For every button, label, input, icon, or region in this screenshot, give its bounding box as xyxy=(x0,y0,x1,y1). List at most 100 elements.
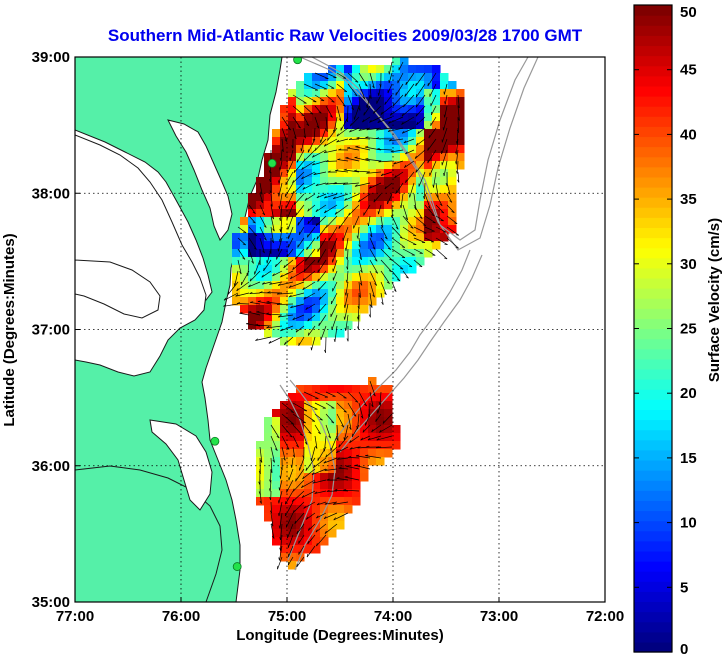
current-vector xyxy=(312,160,327,166)
velocity-cell xyxy=(304,273,313,282)
current-vector-head xyxy=(334,488,338,491)
current-vector xyxy=(248,237,257,250)
velocity-cell xyxy=(344,505,353,514)
current-vector-head xyxy=(405,276,409,279)
current-vector xyxy=(377,402,382,414)
current-vector-head xyxy=(242,243,246,246)
velocity-cell xyxy=(288,145,297,154)
velocity-cell xyxy=(296,337,305,346)
current-vector-head xyxy=(372,294,375,298)
current-vector xyxy=(380,237,391,250)
x-tick-label: 73:00 xyxy=(480,608,518,625)
velocity-cell xyxy=(320,217,329,226)
velocity-cell xyxy=(368,97,377,106)
radar-station-marker xyxy=(267,158,277,168)
current-vector xyxy=(324,138,338,147)
current-vector-head xyxy=(243,231,247,234)
current-vector-head xyxy=(342,182,346,185)
current-vector xyxy=(377,116,393,123)
colorbar-step xyxy=(634,611,672,623)
current-vector xyxy=(325,413,335,424)
current-vector-head xyxy=(381,302,384,305)
velocity-cell xyxy=(336,313,345,322)
velocity-cell xyxy=(344,393,353,402)
velocity-cell xyxy=(264,281,273,290)
current-vector-head xyxy=(235,294,239,297)
current-vector xyxy=(292,413,306,424)
current-vector-head xyxy=(239,271,242,275)
velocity-cell xyxy=(408,177,417,186)
current-vector-head xyxy=(362,429,365,433)
current-vector xyxy=(427,72,437,87)
current-vector-head xyxy=(360,415,364,419)
velocity-cell xyxy=(408,113,417,122)
velocity-cell xyxy=(400,97,409,106)
velocity-cell xyxy=(296,145,305,154)
current-vector xyxy=(330,435,338,451)
current-vector xyxy=(424,204,435,217)
velocity-cell xyxy=(408,65,417,74)
velocity-cell xyxy=(312,425,321,434)
velocity-cell xyxy=(312,385,321,394)
velocity-cell xyxy=(288,161,297,170)
velocity-cell xyxy=(280,153,289,162)
velocity-cell xyxy=(432,169,441,178)
velocity-cell xyxy=(256,313,265,322)
velocity-cell xyxy=(352,113,361,122)
velocity-cell xyxy=(352,185,361,194)
current-vector-head xyxy=(444,101,446,105)
velocity-cell xyxy=(304,281,313,290)
current-vector xyxy=(349,138,360,140)
current-vector-head xyxy=(449,200,453,203)
current-vector-head xyxy=(380,173,384,176)
current-vector-head xyxy=(278,205,280,210)
current-vector xyxy=(223,292,239,301)
current-vector xyxy=(279,512,283,529)
velocity-cell xyxy=(264,193,273,202)
velocity-cell xyxy=(288,305,297,314)
current-vector xyxy=(317,259,327,273)
current-vector-head xyxy=(343,437,345,441)
current-vector xyxy=(348,204,360,216)
current-vector xyxy=(369,226,373,238)
current-vector-head xyxy=(345,279,348,283)
velocity-cell xyxy=(408,81,417,90)
velocity-cell xyxy=(336,385,345,394)
current-vector-head xyxy=(250,301,254,303)
velocity-cell xyxy=(448,113,457,122)
velocity-cell xyxy=(440,217,449,226)
velocity-cell xyxy=(344,409,353,418)
current-vector xyxy=(299,457,305,471)
current-vector xyxy=(248,204,256,214)
velocity-cell xyxy=(336,473,345,482)
current-vector xyxy=(248,248,254,264)
current-vector xyxy=(287,534,294,548)
current-vector-head xyxy=(372,247,376,250)
velocity-cell xyxy=(376,65,385,74)
velocity-cell xyxy=(344,305,353,314)
velocity-cell xyxy=(280,201,289,210)
current-vector-head xyxy=(387,129,391,132)
current-vector xyxy=(281,116,291,131)
current-vector xyxy=(338,435,349,448)
velocity-cell xyxy=(352,465,361,474)
current-vector-head xyxy=(354,184,358,187)
velocity-cell xyxy=(368,121,377,130)
velocity-cell xyxy=(384,425,393,434)
colorbar-step xyxy=(634,5,672,16)
current-vector-head xyxy=(248,284,251,288)
current-vector xyxy=(279,226,283,243)
velocity-cell xyxy=(264,329,273,338)
colorbar-step xyxy=(634,146,672,158)
current-vector-head xyxy=(415,82,417,86)
current-vector xyxy=(236,281,250,292)
velocity-cell xyxy=(280,209,289,218)
current-vector-head xyxy=(337,457,340,460)
velocity-cell xyxy=(320,241,329,250)
current-vector-head xyxy=(395,227,399,230)
current-vector-head xyxy=(369,185,372,189)
current-vector-head xyxy=(375,271,378,274)
velocity-cell xyxy=(320,297,329,306)
velocity-cell xyxy=(376,449,385,458)
current-vector-head xyxy=(236,288,239,292)
